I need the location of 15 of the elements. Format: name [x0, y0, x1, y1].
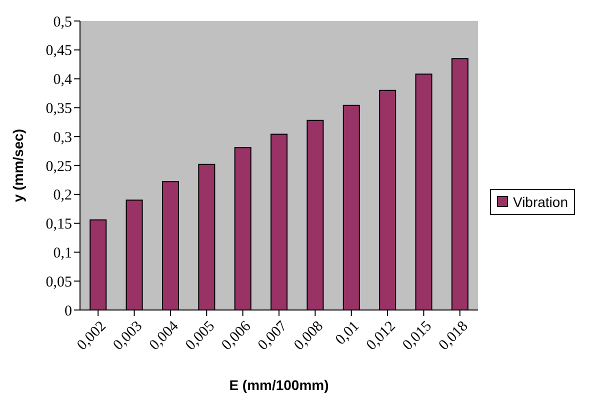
- y-axis-title: y (mm/sec): [10, 128, 26, 202]
- x-tick-label: 0,01: [332, 318, 363, 348]
- y-tick-label: 0,45: [46, 43, 72, 60]
- legend-label: Vibration: [512, 194, 568, 210]
- y-tick-label: 0,1: [53, 246, 72, 262]
- y-tick-label: 0,3: [53, 130, 72, 146]
- y-tick-label: 0,25: [46, 158, 72, 175]
- y-tick-label: 0,5: [53, 14, 72, 30]
- y-tick-label: 0,15: [46, 216, 72, 233]
- x-axis-title: E (mm/100mm): [229, 377, 329, 393]
- y-tick-label: 0,35: [46, 101, 72, 118]
- y-tick-label: 0: [64, 303, 72, 320]
- y-tick-label: 0,05: [46, 274, 72, 290]
- y-tick-label: 0,4: [53, 72, 72, 88]
- y-tick-label: 0,2: [53, 188, 72, 204]
